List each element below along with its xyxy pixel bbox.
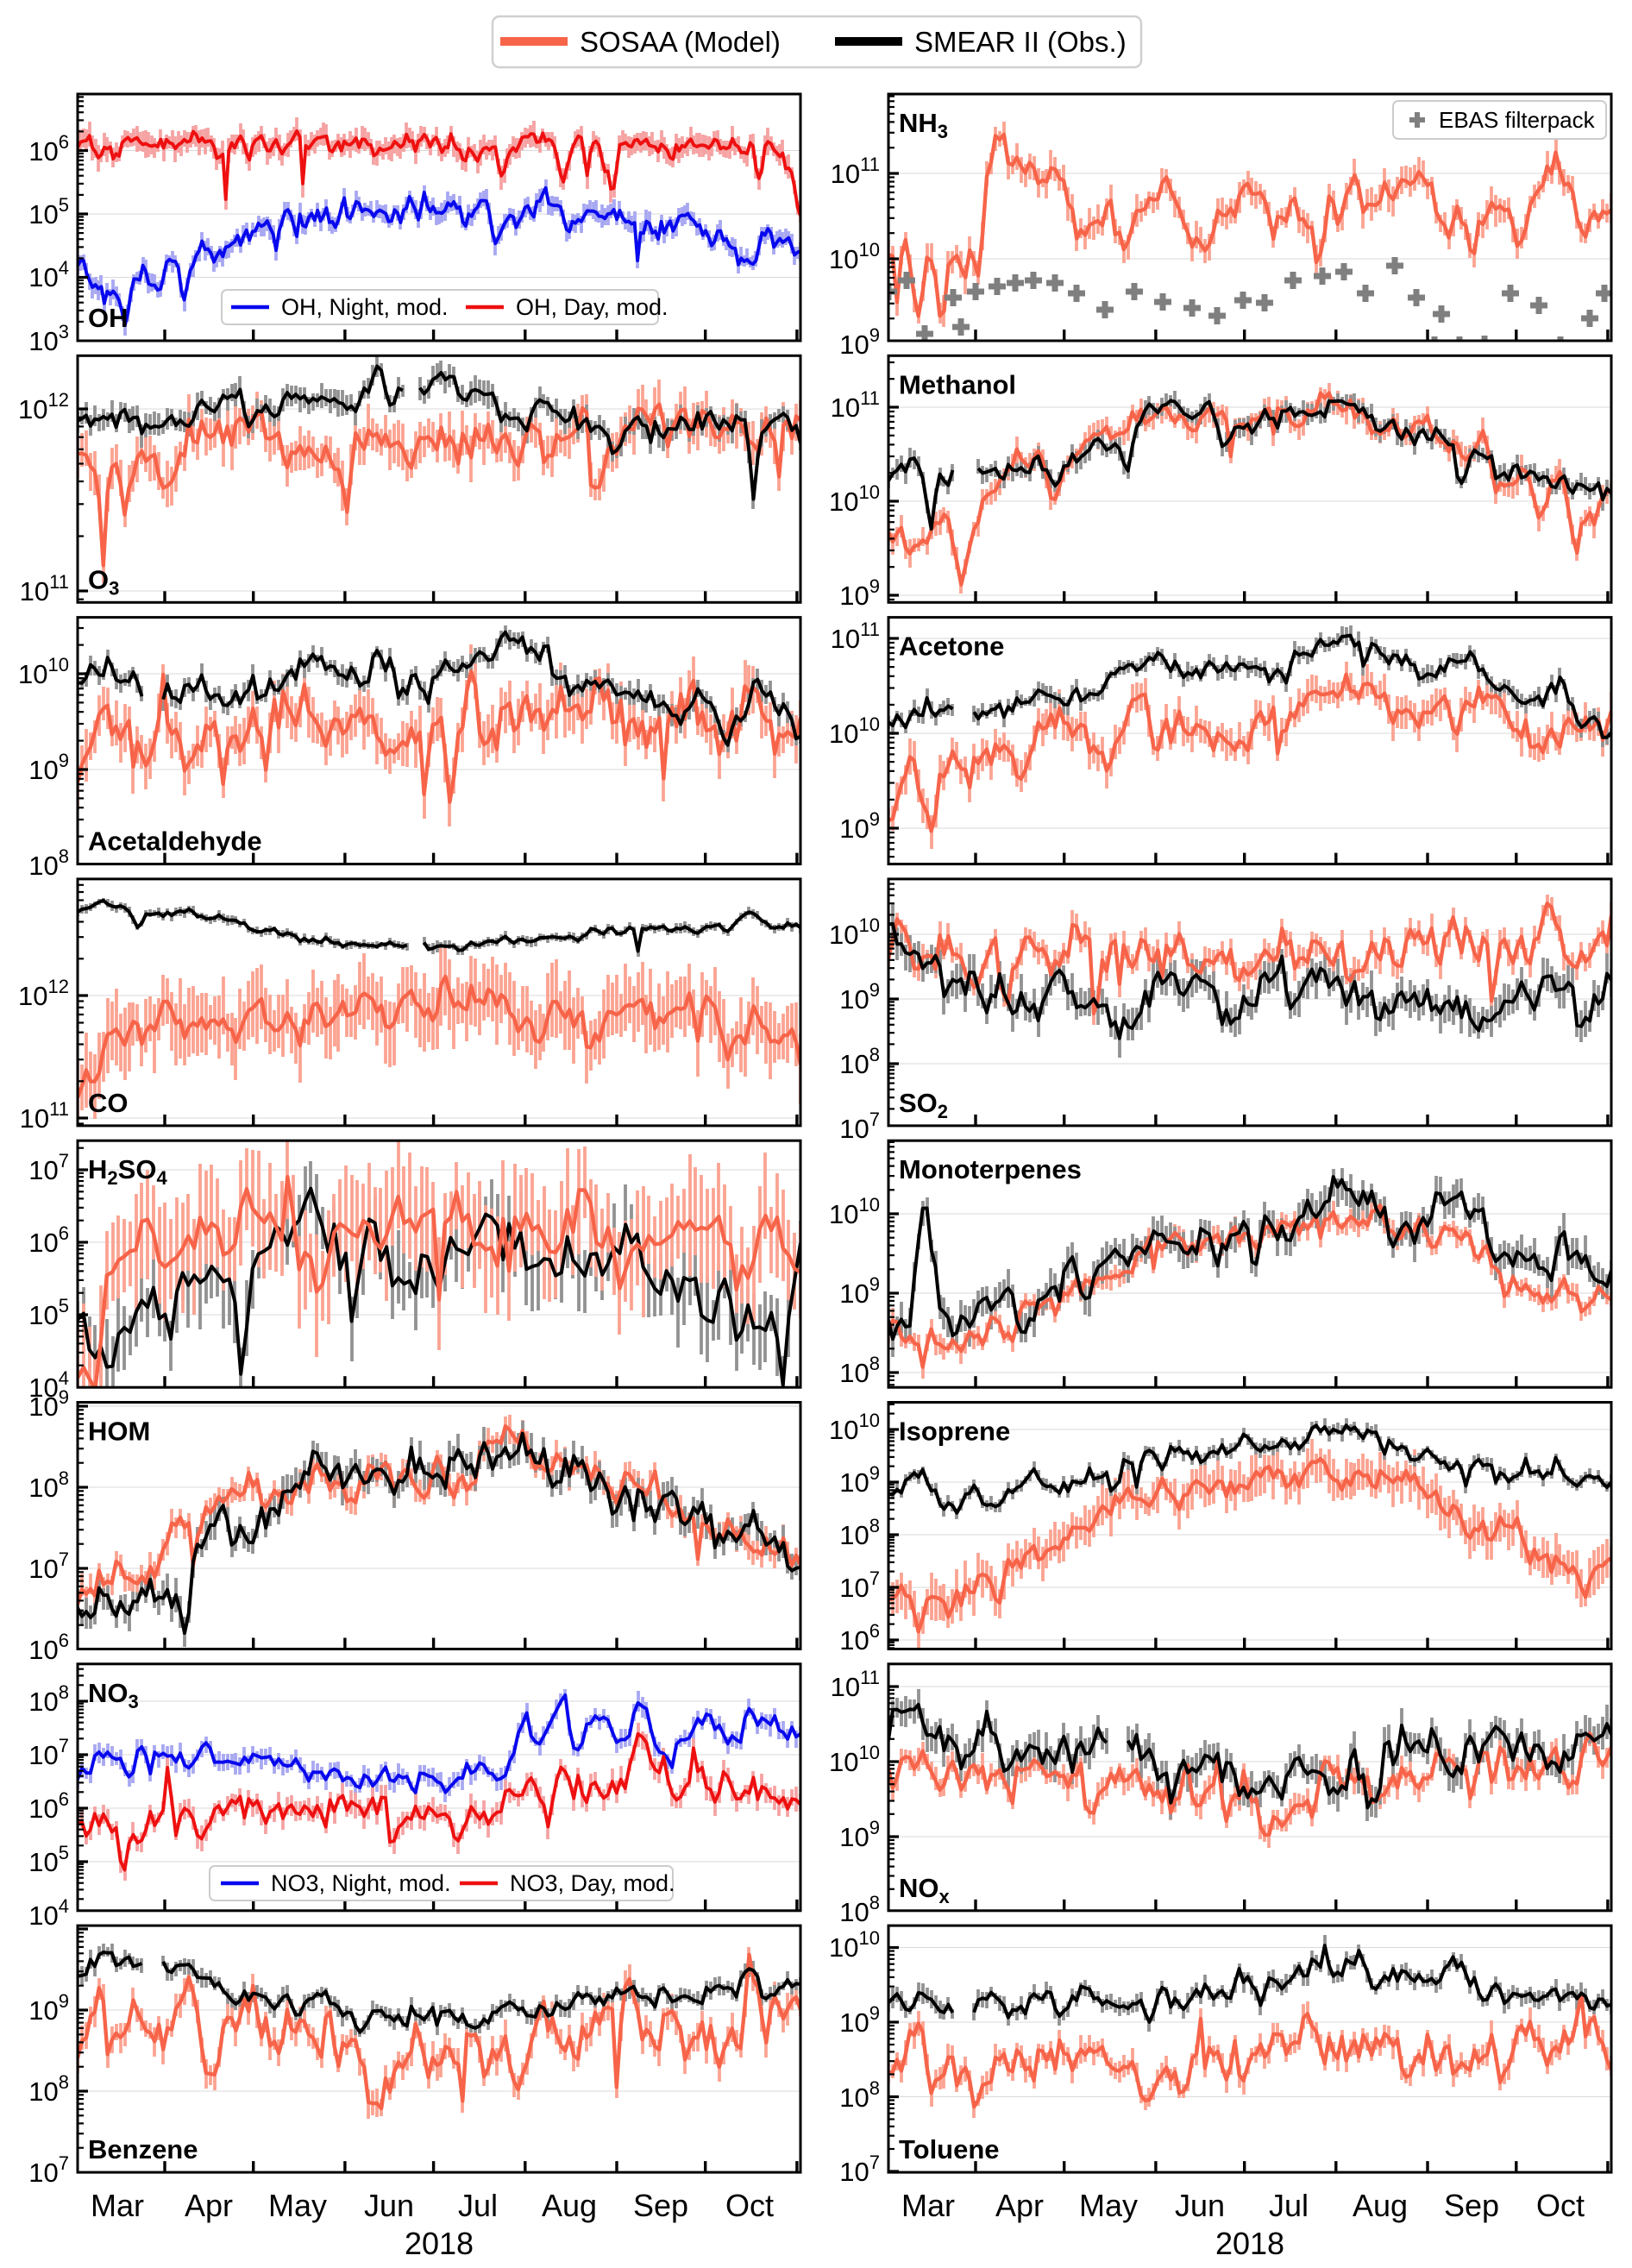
svg-text:Jun: Jun [1175, 2188, 1225, 2223]
svg-text:OH, Day, mod.: OH, Day, mod. [516, 294, 668, 320]
svg-text:Mar: Mar [91, 2188, 144, 2223]
svg-text:Mar: Mar [901, 2188, 955, 2223]
svg-text:106: 106 [839, 1620, 880, 1655]
svg-text:SMEAR II (Obs.): SMEAR II (Obs.) [914, 26, 1127, 58]
svg-text:1012: 1012 [18, 976, 69, 1011]
svg-text:NO3, Night, mod.: NO3, Night, mod. [271, 1870, 451, 1896]
svg-text:Methanol: Methanol [899, 369, 1016, 399]
svg-text:Apr: Apr [995, 2188, 1044, 2223]
svg-text:2018: 2018 [405, 2226, 474, 2261]
svg-text:108: 108 [839, 1515, 880, 1550]
svg-text:OH, Night, mod.: OH, Night, mod. [281, 294, 449, 320]
svg-text:108: 108 [839, 1044, 880, 1079]
svg-text:H2SO4: H2SO4 [88, 1154, 167, 1189]
svg-text:108: 108 [28, 1467, 69, 1503]
svg-text:105: 105 [28, 1295, 69, 1330]
svg-text:OH: OH [88, 303, 129, 333]
svg-text:NH3: NH3 [899, 108, 948, 142]
svg-text:Acetone: Acetone [899, 631, 1004, 662]
svg-text:Acetaldehyde: Acetaldehyde [88, 826, 262, 857]
svg-text:1010: 1010 [829, 481, 880, 517]
svg-text:Aug: Aug [1353, 2188, 1408, 2223]
svg-text:Benzene: Benzene [88, 2134, 198, 2164]
svg-text:EBAS filterpack: EBAS filterpack [1439, 107, 1596, 133]
svg-text:105: 105 [28, 194, 69, 229]
svg-text:108: 108 [28, 2071, 69, 2107]
svg-text:Apr: Apr [185, 2188, 233, 2223]
svg-text:HOM: HOM [88, 1417, 150, 1447]
svg-text:109: 109 [839, 1817, 880, 1852]
svg-text:1010: 1010 [18, 654, 69, 689]
svg-text:Jul: Jul [1269, 2188, 1309, 2223]
svg-text:109: 109 [839, 2002, 880, 2038]
svg-text:109: 109 [839, 1273, 880, 1309]
svg-text:2018: 2018 [1215, 2226, 1284, 2261]
svg-text:1011: 1011 [831, 619, 880, 654]
svg-text:May: May [268, 2188, 327, 2223]
svg-text:Sep: Sep [1444, 2188, 1499, 2223]
svg-text:NO3, Day, mod.: NO3, Day, mod. [510, 1870, 675, 1896]
svg-text:CO: CO [88, 1088, 129, 1118]
svg-text:Jul: Jul [458, 2188, 498, 2223]
svg-text:107: 107 [28, 1150, 69, 1185]
svg-text:Isoprene: Isoprene [899, 1417, 1010, 1447]
svg-text:May: May [1079, 2188, 1138, 2223]
svg-text:Oct: Oct [1536, 2188, 1585, 2223]
svg-text:Aug: Aug [542, 2188, 597, 2223]
svg-text:Toluene: Toluene [899, 2134, 1000, 2164]
svg-text:Sep: Sep [633, 2188, 688, 2223]
svg-text:SOSAA (Model): SOSAA (Model) [580, 26, 781, 58]
svg-text:Jun: Jun [364, 2188, 414, 2223]
svg-text:Oct: Oct [725, 2188, 774, 2223]
svg-text:Monoterpenes: Monoterpenes [899, 1154, 1082, 1184]
